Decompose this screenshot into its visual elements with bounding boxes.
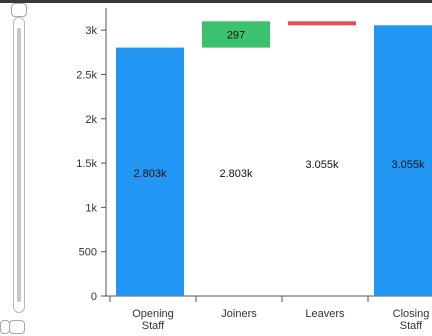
x-tick-label: Closing: [393, 308, 430, 320]
change-data-label: 297: [227, 29, 245, 41]
slider-corner-handle[interactable]: [0, 320, 10, 334]
running-total-label: 3.055k: [305, 159, 339, 171]
y-tick-label: 0: [91, 291, 97, 303]
slider-track[interactable]: [13, 17, 25, 313]
bar-total[interactable]: [116, 47, 184, 296]
bar-increase[interactable]: [202, 21, 270, 48]
range-slider[interactable]: [7, 3, 31, 336]
running-total-label: 3.055k: [391, 159, 425, 171]
slider-top-handle[interactable]: [11, 3, 27, 17]
y-tick-label: 1.5k: [76, 158, 97, 170]
slider-range-fill: [17, 28, 21, 302]
window-title-bar: [0, 0, 432, 3]
running-total-label: 2.803k: [219, 168, 253, 180]
y-tick-label: 2.5k: [76, 69, 97, 81]
x-tick-label: Joiners: [221, 308, 257, 320]
y-tick-label: 500: [79, 247, 97, 259]
x-tick-label: Leavers: [305, 308, 345, 320]
y-tick-label: 3k: [85, 25, 97, 37]
bar-total[interactable]: [374, 25, 432, 297]
x-tick-label: Opening: [132, 308, 174, 320]
x-tick-label: Staff: [142, 320, 165, 332]
y-tick-label: 1k: [85, 202, 97, 214]
x-tick-label: Staff: [400, 320, 423, 332]
y-tick-label: 2k: [85, 114, 97, 126]
running-total-label: 2.803k: [133, 168, 167, 180]
bar-decrease[interactable]: [288, 21, 356, 26]
